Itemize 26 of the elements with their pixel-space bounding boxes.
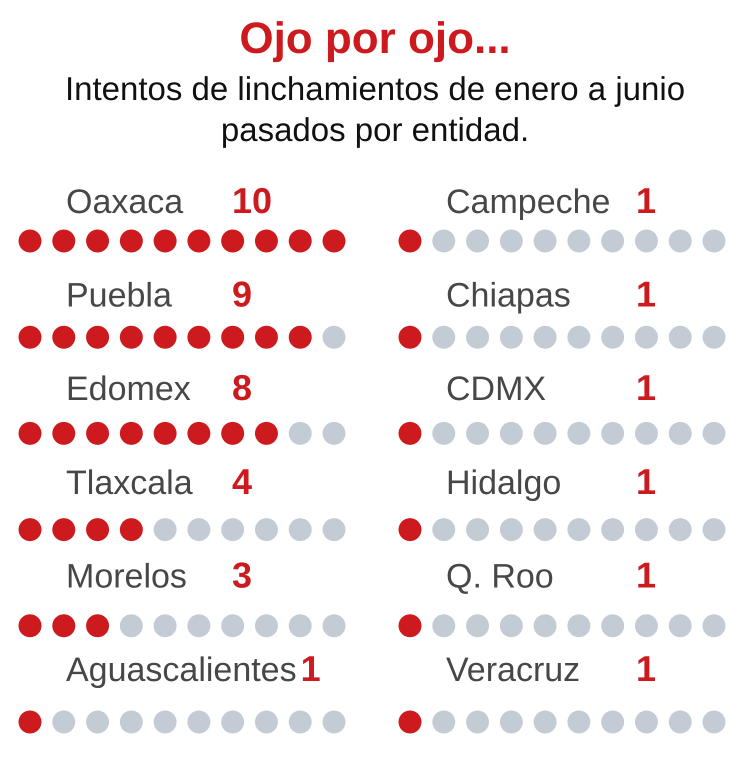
category-label: Morelos <box>66 557 187 596</box>
data-label: 1 <box>636 460 656 502</box>
category-label: CDMX <box>446 370 546 408</box>
category-label: Edomex <box>66 370 191 408</box>
category-label: Puebla <box>66 276 172 315</box>
category-label: Veracruz <box>446 651 580 689</box>
data-label: 1 <box>636 274 656 315</box>
text: Ojo por ojo... <box>239 14 511 63</box>
category-label: Aguascalientes <box>66 651 297 689</box>
data-label: 10 <box>232 180 272 221</box>
data-label: 3 <box>232 554 252 596</box>
category-label: Tlaxcala <box>66 464 193 502</box>
category-label: Campeche <box>446 183 610 221</box>
category-label: Hidalgo <box>446 464 562 502</box>
data-label: 1 <box>636 554 656 596</box>
data-label: 1 <box>636 648 656 689</box>
text: Intentos de linchamientos de enero a junio pasados por entidad. <box>64 70 686 148</box>
category-label: Oaxaca <box>66 183 184 221</box>
data-label: 9 <box>232 274 252 315</box>
data-label: 1 <box>636 367 656 408</box>
category-label: Chiapas <box>446 276 571 315</box>
category-label: Q. Roo <box>446 557 554 596</box>
data-label: 4 <box>232 460 252 502</box>
data-label: 1 <box>300 648 321 689</box>
data-label: 8 <box>232 367 252 408</box>
data-label: 1 <box>636 180 656 221</box>
